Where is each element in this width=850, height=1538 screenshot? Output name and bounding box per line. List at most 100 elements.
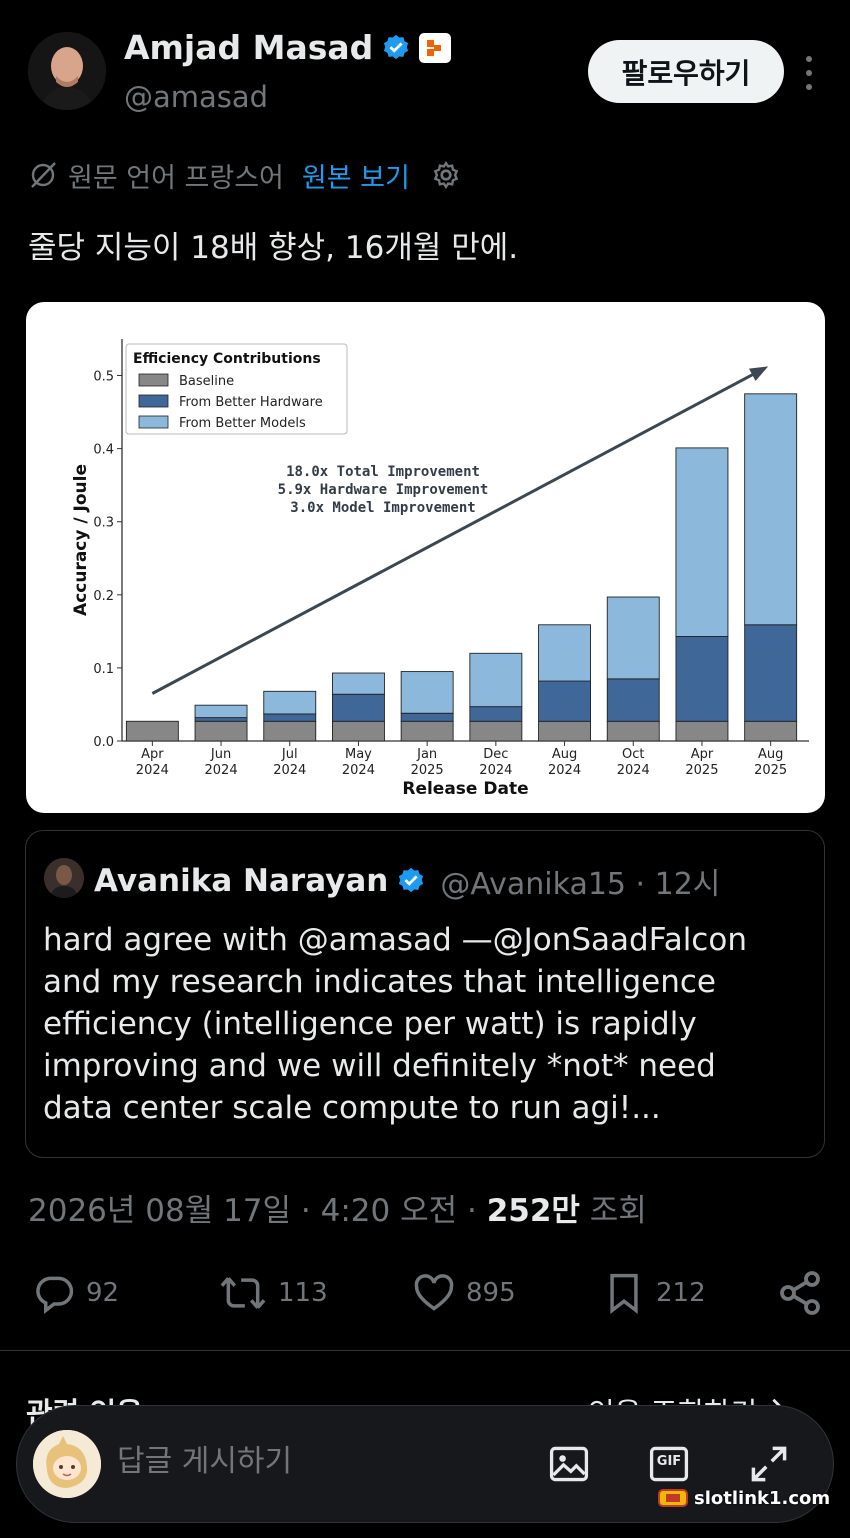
bar-segment xyxy=(606,720,660,742)
quote-text-line: data center scale compute to run agi!... xyxy=(43,1090,661,1126)
repost-icon xyxy=(220,1277,266,1309)
legend-title: Efficiency Contributions xyxy=(133,351,321,367)
legend-swatch xyxy=(138,394,169,408)
reply-action[interactable]: 92 xyxy=(32,1268,119,1318)
bar-segment xyxy=(469,652,523,708)
y-axis-label: Accuracy / Joule xyxy=(71,464,91,616)
quote-text-line: hard agree with @amasad —@JonSaadFalcon xyxy=(43,922,747,958)
legend-box xyxy=(125,343,348,435)
translate-icon xyxy=(31,162,56,188)
bar-segment xyxy=(469,720,523,742)
y-tick-label: 0.4 xyxy=(93,443,114,458)
author-avatar[interactable] xyxy=(28,32,106,110)
gif-button[interactable]: GIF xyxy=(647,1442,691,1486)
bar-segment xyxy=(606,678,660,722)
quote-avatar[interactable] xyxy=(44,858,84,898)
views-label: 조회 xyxy=(579,1193,647,1229)
x-tick-label: 2024 xyxy=(342,763,375,778)
x-tick-label: Apr xyxy=(141,747,164,762)
bar-segment xyxy=(744,720,798,742)
legend-entry: Baseline xyxy=(179,374,234,389)
author-name-row: Amjad Masad xyxy=(124,28,452,67)
bar-segment xyxy=(194,720,248,742)
my-avatar[interactable] xyxy=(33,1430,101,1498)
share-icon xyxy=(780,1271,820,1315)
follow-button[interactable]: 팔로우하기 xyxy=(588,40,784,103)
verified-badge-icon xyxy=(399,867,424,893)
reply-composer[interactable]: GIF xyxy=(16,1405,834,1523)
like-count: 895 xyxy=(466,1278,516,1308)
chart-image[interactable]: 0.0 0.1 0.2 0.3 0.4 0.5 Accuracy / Joule Apr 202… xyxy=(26,302,825,813)
x-tick-label: 2024 xyxy=(479,763,512,778)
x-tick-label: 2025 xyxy=(411,763,444,778)
chart-annotation: 18.0x Total Improvement xyxy=(286,464,480,480)
quote-text-line: and my research indicates that intellige… xyxy=(43,964,717,1000)
y-tick-label: 0.0 xyxy=(93,735,114,750)
legend-entry: From Better Hardware xyxy=(179,395,323,410)
x-tick-label: 2024 xyxy=(548,763,581,778)
gear-icon[interactable] xyxy=(430,159,462,191)
x-tick-label: Oct xyxy=(622,747,644,762)
y-tick-label: 0.1 xyxy=(93,662,114,677)
trend-arrow-head xyxy=(749,366,769,381)
y-tick-label: 0.3 xyxy=(93,516,114,531)
reply-icon xyxy=(36,1276,74,1314)
gif-label: GIF xyxy=(656,1454,682,1469)
divider xyxy=(0,1350,850,1351)
show-original-link[interactable]: 원본 보기 xyxy=(301,162,410,194)
heart-icon xyxy=(414,1274,454,1311)
like-action[interactable]: 895 xyxy=(412,1268,516,1318)
translation-row: 원문 언어 프랑스어 원본 보기 xyxy=(28,156,462,194)
author-name[interactable]: Amjad Masad xyxy=(124,28,374,67)
legend-entry: From Better Models xyxy=(179,416,306,431)
tweet-datetime[interactable]: 2026년 08월 17일 · 4:20 오전 · xyxy=(28,1193,487,1229)
reply-count: 92 xyxy=(86,1278,120,1308)
bar-segment xyxy=(400,671,454,714)
bar-segment xyxy=(538,624,591,682)
affiliation-badge-icon[interactable] xyxy=(419,32,452,63)
quote-text-line: improving and we will definitely *not* n… xyxy=(43,1048,716,1084)
quote-text-line: efficiency (intelligence per watt) is ra… xyxy=(43,1006,697,1042)
share-action[interactable] xyxy=(776,1268,824,1318)
reply-input[interactable] xyxy=(117,1444,517,1479)
bar-segment xyxy=(194,717,248,722)
bar-segment xyxy=(263,690,317,715)
quote-author-name[interactable]: Avanika Narayan xyxy=(94,863,389,899)
author-handle[interactable]: @amasad xyxy=(124,80,269,114)
image-icon[interactable] xyxy=(547,1442,591,1486)
x-tick-label: 2024 xyxy=(136,763,169,778)
bar-segment xyxy=(263,720,317,742)
translation-label: 원문 언어 프랑스어 xyxy=(68,162,284,194)
watermark: slotlink1.com xyxy=(658,1484,830,1512)
quote-text: hard agree with @amasad —@JonSaadFalcon … xyxy=(43,919,813,1129)
bar-segment xyxy=(400,712,454,722)
bookmark-icon xyxy=(610,1273,638,1314)
quoted-tweet[interactable]: Avanika Narayan @Avanika15 · 12시 hard ag… xyxy=(25,830,825,1158)
bookmark-count: 212 xyxy=(656,1278,706,1308)
repost-action[interactable]: 113 xyxy=(218,1268,328,1318)
repost-count: 113 xyxy=(278,1278,328,1308)
bar-segment xyxy=(125,720,179,742)
watermark-logo-icon xyxy=(658,1489,688,1507)
gif-icon xyxy=(649,1446,689,1482)
bar-segment xyxy=(675,447,729,637)
x-tick-label: 2024 xyxy=(273,763,306,778)
x-tick-label: May xyxy=(345,747,372,762)
x-tick-label: Jul xyxy=(281,747,298,762)
x-tick-label: Aug xyxy=(552,747,577,762)
bar-segment xyxy=(263,713,317,722)
bar-segment xyxy=(400,720,454,742)
trend-arrow xyxy=(151,366,766,695)
more-options-icon[interactable] xyxy=(798,56,820,90)
x-tick-label: 2025 xyxy=(754,763,787,778)
views-count: 252만 xyxy=(486,1193,580,1229)
bar-segment xyxy=(332,672,385,695)
bookmark-action[interactable]: 212 xyxy=(602,1268,706,1318)
bar-segment xyxy=(332,693,385,722)
x-tick-label: Jan xyxy=(416,747,437,762)
verified-badge-icon xyxy=(384,34,409,59)
expand-icon[interactable] xyxy=(747,1442,791,1486)
bar-segment xyxy=(469,706,523,722)
y-tick-label: 0.2 xyxy=(93,589,114,604)
